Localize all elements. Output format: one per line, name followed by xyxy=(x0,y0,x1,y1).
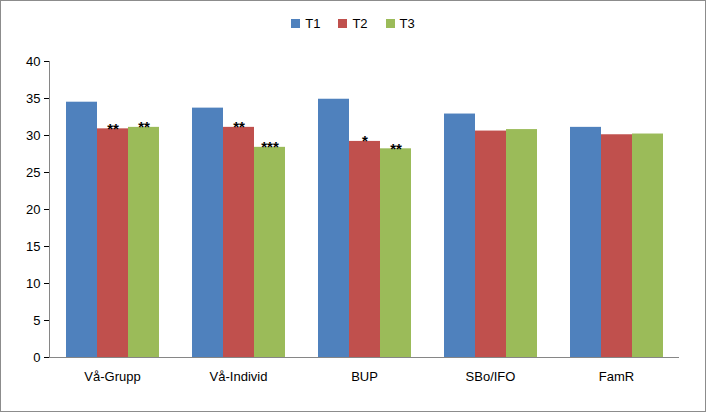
svg-text:35: 35 xyxy=(26,91,40,106)
svg-text:Vå-Individ: Vå-Individ xyxy=(210,369,268,384)
html-text:T1: T1 xyxy=(305,16,321,31)
svg-text:**: ** xyxy=(138,118,150,135)
html-text:T3: T3 xyxy=(399,16,415,31)
svg-text:Vå-Grupp: Vå-Grupp xyxy=(84,369,140,384)
svg-text:15: 15 xyxy=(26,239,40,254)
svg-text:***: *** xyxy=(261,138,279,155)
svg-text:**: ** xyxy=(390,140,402,157)
svg-text:30: 30 xyxy=(26,128,40,143)
svg-text:20: 20 xyxy=(26,202,40,217)
svg-text:0: 0 xyxy=(33,350,40,365)
svg-text:SBo/IFO: SBo/IFO xyxy=(466,369,516,384)
svg-text:*: * xyxy=(362,132,368,149)
html-text:T2: T2 xyxy=(352,16,368,31)
svg-text:BUP: BUP xyxy=(351,369,378,384)
svg-text:25: 25 xyxy=(26,165,40,180)
svg-text:**: ** xyxy=(233,118,245,135)
svg-text:5: 5 xyxy=(33,313,40,328)
svg-text:**: ** xyxy=(107,120,119,137)
svg-text:10: 10 xyxy=(26,276,40,291)
svg-text:40: 40 xyxy=(26,54,40,69)
svg-text:FamR: FamR xyxy=(599,369,634,384)
